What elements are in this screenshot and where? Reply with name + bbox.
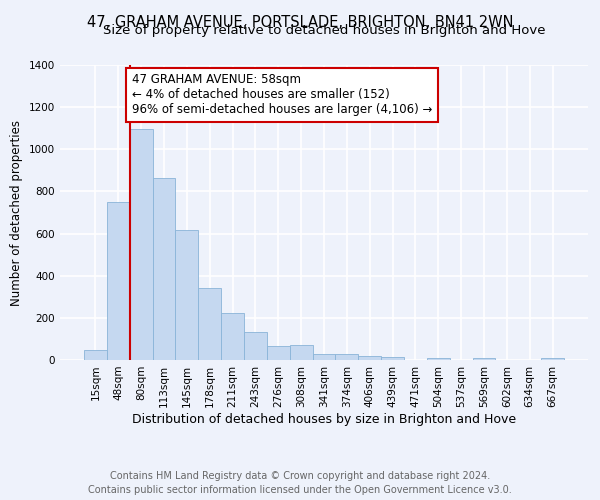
Bar [84,350,107,360]
Bar [152,178,175,360]
Bar [313,354,335,360]
Bar [381,357,404,360]
Bar [198,288,221,360]
Bar [427,358,450,360]
Bar [107,202,130,360]
Bar [175,230,198,360]
X-axis label: Distribution of detached houses by size in Brighton and Hove: Distribution of detached houses by size … [132,412,516,426]
Bar [290,345,313,360]
Title: Size of property relative to detached houses in Brighton and Hove: Size of property relative to detached ho… [103,24,545,38]
Bar [221,312,244,360]
Y-axis label: Number of detached properties: Number of detached properties [10,120,23,306]
Bar [358,356,381,360]
Bar [130,130,152,360]
Text: 47, GRAHAM AVENUE, PORTSLADE, BRIGHTON, BN41 2WN: 47, GRAHAM AVENUE, PORTSLADE, BRIGHTON, … [87,15,513,30]
Bar [244,332,267,360]
Bar [267,346,290,360]
Bar [335,354,358,360]
Text: 47 GRAHAM AVENUE: 58sqm
← 4% of detached houses are smaller (152)
96% of semi-de: 47 GRAHAM AVENUE: 58sqm ← 4% of detached… [132,74,433,116]
Text: Contains HM Land Registry data © Crown copyright and database right 2024.
Contai: Contains HM Land Registry data © Crown c… [88,471,512,495]
Bar [541,358,564,360]
Bar [473,358,496,360]
